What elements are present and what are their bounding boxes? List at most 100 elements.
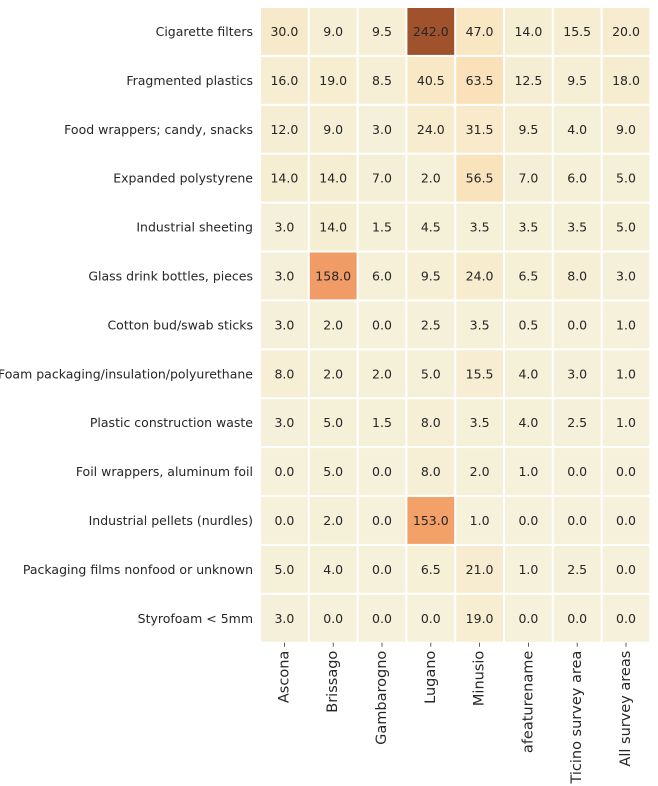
heatmap-cell (358, 545, 406, 593)
row-tick-label: Cigarette filters (156, 24, 253, 39)
column-labels: Ascona Brissago Gambarogno Lugano Minusio afe… (276, 642, 634, 785)
cell-value-label: 9.5 (567, 73, 587, 88)
cell-value-label: 0.0 (518, 611, 538, 626)
cell-value-label: 0.0 (518, 513, 538, 528)
cell-value-label: 0.0 (372, 464, 392, 479)
cell-value-label: 2.0 (421, 171, 441, 186)
heatmap-cell (261, 497, 308, 544)
cell-value-label: 0.0 (567, 464, 587, 479)
heatmap-cell (407, 399, 455, 447)
heatmap-cell (456, 203, 503, 251)
cell-value-label: 8.0 (421, 464, 441, 479)
cell-value-label: 14.0 (319, 220, 347, 235)
heatmap-cell (553, 399, 601, 447)
row-tick-label: Expanded polystyrene (113, 171, 253, 186)
heatmap-cell (261, 8, 308, 55)
cell-value-label: 8.5 (372, 73, 392, 88)
heatmap-cell (407, 350, 455, 398)
heatmap-cell (602, 448, 650, 495)
cell-value-label: 0.5 (518, 317, 538, 332)
cell-value-label: 7.0 (372, 171, 392, 186)
heatmap-cell (602, 350, 650, 398)
heatmap-cell (309, 448, 357, 495)
cell-value-label: 9.0 (616, 122, 636, 137)
row-tick-label: Fragmented plastics (126, 73, 253, 88)
cell-value-label: 9.5 (372, 24, 392, 39)
column-tick-label: Ascona (276, 651, 292, 703)
heatmap-cell (505, 8, 552, 55)
cell-value-label: 6.5 (421, 562, 441, 577)
heatmap-cell (358, 301, 406, 349)
heatmap-cell (261, 448, 308, 495)
cell-value-label: 12.0 (270, 122, 298, 137)
cell-value-label: 9.5 (421, 268, 441, 283)
heatmap-cell (456, 301, 503, 349)
cell-value-label: 40.5 (417, 73, 445, 88)
heatmap-cell (261, 399, 308, 447)
heatmap-cell (261, 105, 308, 153)
heatmap-cell (456, 56, 503, 104)
cell-value-label: 1.0 (518, 562, 538, 577)
cell-value-label: 1.0 (616, 317, 636, 332)
heatmap-cell (358, 350, 406, 398)
heatmap-cell (358, 105, 406, 153)
heatmap-cell (602, 594, 650, 642)
cell-value-label: 63.5 (466, 73, 494, 88)
cell-value-label: 2.0 (470, 464, 490, 479)
heatmap-cell (553, 301, 601, 349)
cell-value-label: 0.0 (616, 513, 636, 528)
cell-value-label: 3.0 (274, 220, 294, 235)
cell-value-label: 3.0 (616, 268, 636, 283)
cell-value-label: 8.0 (421, 415, 441, 430)
heatmap-cell (261, 56, 308, 104)
cell-value-label: 2.0 (323, 513, 343, 528)
cell-value-label: 0.0 (421, 611, 441, 626)
heatmap-cell (553, 56, 601, 104)
heatmap-cell (553, 154, 601, 202)
heatmap-cell (309, 203, 357, 251)
cell-value-label: 5.0 (323, 464, 343, 479)
cell-value-label: 15.5 (466, 366, 494, 381)
cell-value-label: 0.0 (274, 464, 294, 479)
heatmap-cell (407, 8, 455, 55)
row-tick-label: Styrofoam < 5mm (138, 611, 253, 626)
cell-value-label: 0.0 (372, 611, 392, 626)
cell-value-label: 24.0 (466, 268, 494, 283)
cell-value-label: 0.0 (567, 611, 587, 626)
heatmap-cell (602, 252, 650, 300)
heatmap-cell (407, 301, 455, 349)
cell-value-label: 14.0 (514, 24, 542, 39)
cell-value-label: 2.5 (567, 415, 587, 430)
heatmap-cell (358, 252, 406, 300)
heatmap-cell (553, 545, 601, 593)
cell-value-label: 2.5 (421, 317, 441, 332)
heatmap-cell (407, 154, 455, 202)
column-tick-label: Brissago (325, 651, 341, 713)
cell-value-label: 5.0 (616, 171, 636, 186)
heatmap-cell (309, 8, 357, 55)
cell-value-label: 1.0 (616, 366, 636, 381)
heatmap-cell (602, 154, 650, 202)
heatmap-cell (309, 105, 357, 153)
cell-value-label: 14.0 (319, 171, 347, 186)
cell-value-label: 20.0 (612, 24, 640, 39)
heatmap-cell (309, 594, 357, 642)
heatmap-cell (456, 497, 503, 544)
row-tick-label: Food wrappers; candy, snacks (64, 122, 253, 137)
heatmap-cell (358, 8, 406, 55)
cell-value-label: 0.0 (274, 513, 294, 528)
cell-value-label: 0.0 (567, 513, 587, 528)
column-tick-label: afeaturename (520, 651, 536, 753)
cell-value-label: 3.5 (470, 415, 490, 430)
heatmap-cell (456, 448, 503, 495)
heatmap-cell (456, 252, 503, 300)
heatmap-cell (261, 594, 308, 642)
column-tick-label: Lugano (423, 651, 439, 704)
heatmap-cell (407, 252, 455, 300)
heatmap-cell (456, 154, 503, 202)
heatmap-cell (553, 594, 601, 642)
heatmap-cell (505, 105, 552, 153)
heatmap-cell (309, 56, 357, 104)
row-tick-label: Cotton bud/swab sticks (107, 317, 253, 332)
heatmap-cell (456, 8, 503, 55)
